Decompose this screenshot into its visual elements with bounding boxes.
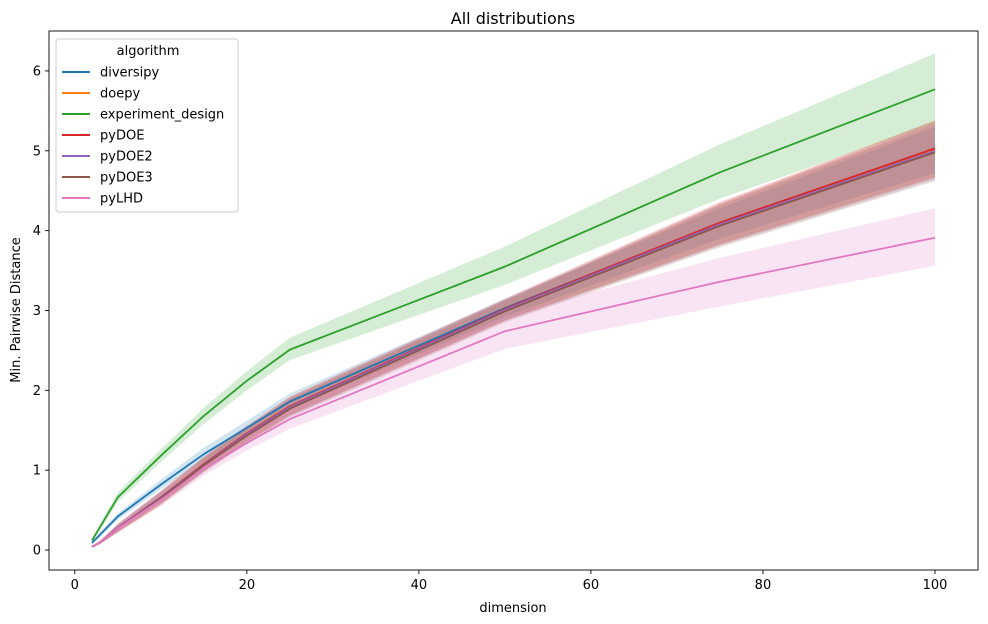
series-lines [91,88,936,548]
legend: algorithm diversipy doepy experiment_design… [55,38,239,213]
series-line-experiment-design [91,88,936,541]
legend-entry: pyDOE [100,129,144,144]
x-tick-label: 80 [755,578,772,593]
band-doepy [92,120,935,548]
band-pylhd [92,208,935,548]
x-tick-label: 40 [411,578,428,593]
y-tick-label: 5 [33,144,41,159]
chart-title: All distributions [451,9,575,28]
y-tick-label: 4 [33,224,41,239]
x-tick-label: 0 [71,578,79,593]
y-tick-label: 6 [33,64,41,79]
y-axis-label: Min. Pairwise Distance [9,237,24,383]
confidence-bands [92,53,935,548]
x-tick-label: 60 [583,578,600,593]
legend-entry: experiment_design [100,108,224,123]
legend-title: algorithm [117,44,180,59]
axes: 0 20 40 60 80 100 0 1 2 3 4 5 6 [33,30,979,593]
legend-entry: pyDOE2 [100,150,153,165]
legend-entry: diversipy [100,66,160,81]
band-pydoe3 [92,123,935,548]
band-experiment-design [92,53,935,543]
band-pydoe2 [92,122,935,548]
x-tick-label: 20 [239,578,256,593]
y-tick-label: 2 [33,384,41,399]
band-pydoe [92,120,935,548]
legend-box [55,38,239,213]
y-tick-label: 0 [33,544,41,559]
plot-frame [48,30,979,571]
x-tick-label: 100 [923,578,948,593]
band-diversipy [92,126,935,545]
legend-entry: pyLHD [100,192,143,207]
legend-entry: pyDOE3 [100,171,153,186]
y-tick-label: 3 [33,304,41,319]
legend-entry: doepy [100,87,140,102]
x-axis-label: dimension [479,601,546,616]
y-tick-label: 1 [33,464,41,479]
series-line-pylhd [91,236,936,548]
